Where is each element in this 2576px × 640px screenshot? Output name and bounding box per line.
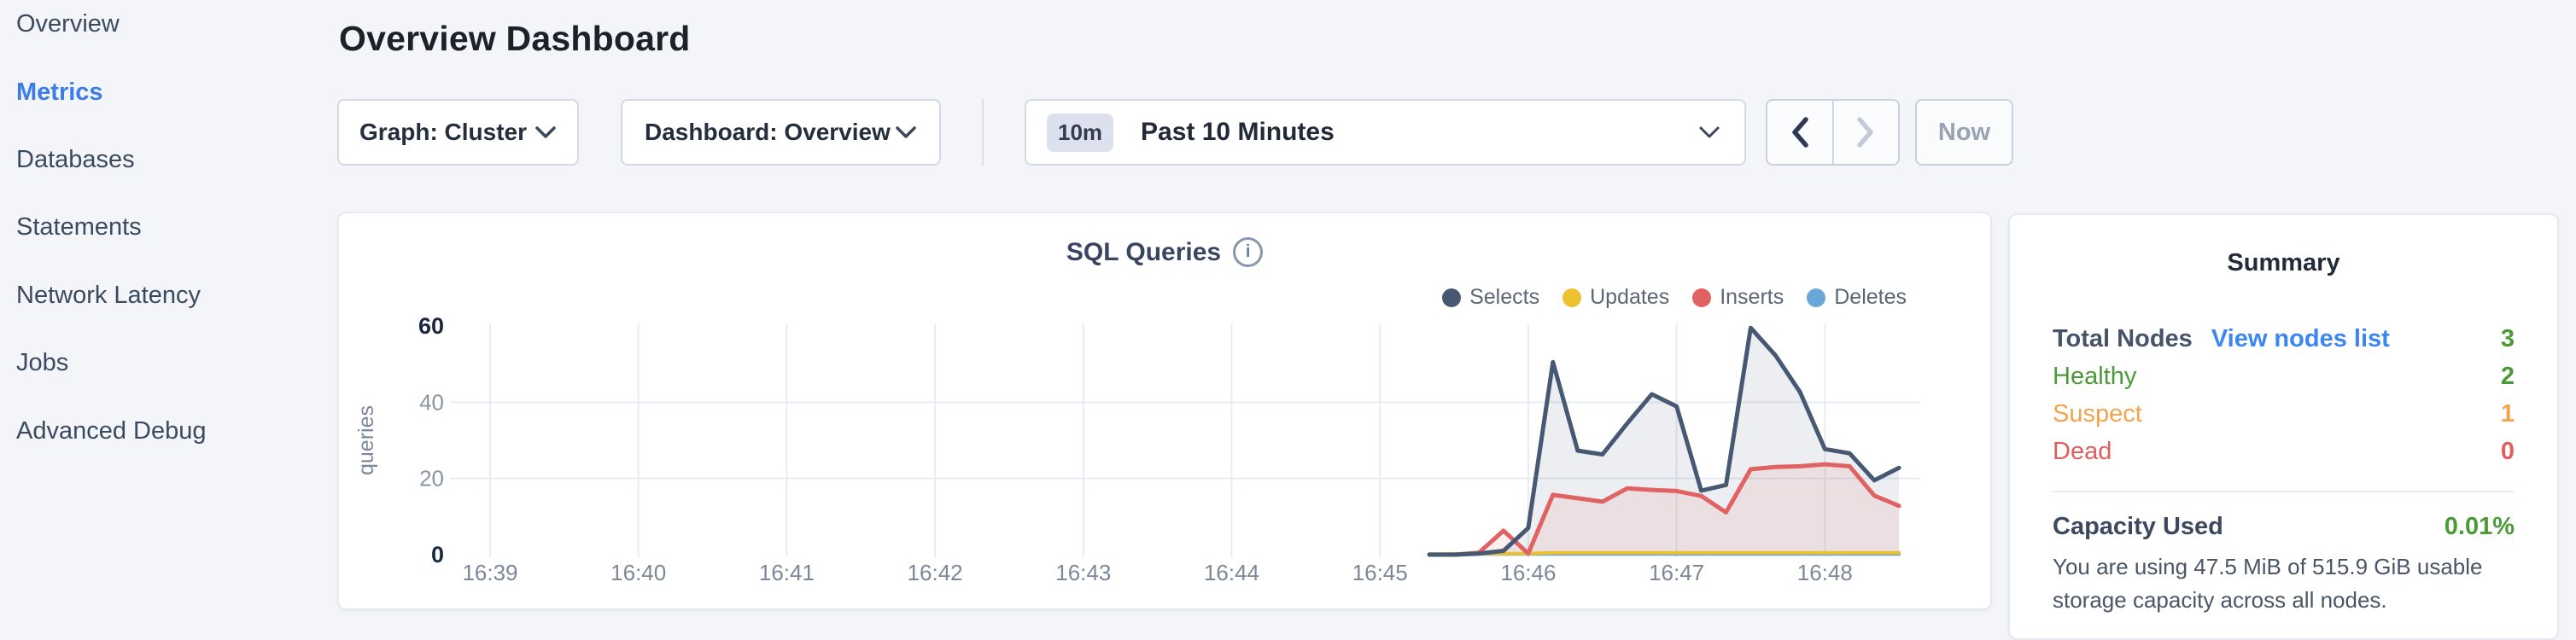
summary-row-value: 2	[2500, 362, 2515, 390]
sidebar-item-databases[interactable]: Databases	[16, 145, 135, 173]
svg-text:16:46: 16:46	[1500, 560, 1556, 585]
dashboard-dropdown-label: Dashboard: Overview	[645, 119, 891, 145]
summary-rows: Total Nodes View nodes list 3 Healthy 2 Suspe…	[2053, 320, 2515, 470]
legend-dot-icon	[1807, 288, 1826, 307]
legend-dot-icon	[1563, 288, 1582, 307]
svg-text:40: 40	[419, 389, 444, 415]
svg-text:60: 60	[418, 313, 444, 339]
legend-item-updates: Updates	[1563, 285, 1669, 310]
graph-dropdown[interactable]: Graph: Cluster	[337, 99, 579, 166]
summary-divider	[2053, 491, 2515, 492]
svg-text:20: 20	[419, 466, 444, 492]
sidebar-item-metrics[interactable]: Metrics	[16, 78, 103, 106]
info-icon[interactable]: i	[1233, 237, 1264, 267]
capacity-description: You are using 47.5 MiB of 515.9 GiB usab…	[2053, 554, 2483, 613]
time-prev-button[interactable]	[1767, 101, 1834, 164]
dashboard-dropdown[interactable]: Dashboard: Overview	[621, 99, 941, 166]
capacity-used-label: Capacity Used	[2053, 512, 2223, 540]
svg-text:16:42: 16:42	[908, 560, 963, 585]
sidebar-item-advanced-debug[interactable]: Advanced Debug	[16, 416, 207, 445]
legend-item-inserts: Inserts	[1692, 285, 1784, 310]
summary-row-label: Healthy	[2053, 362, 2137, 390]
capacity-used-value: 0.01%	[2444, 512, 2515, 540]
summary-row-value: 3	[2500, 324, 2515, 352]
chevron-down-icon	[1698, 125, 1720, 139]
svg-text:16:47: 16:47	[1649, 560, 1704, 585]
toolbar-divider	[982, 99, 984, 166]
chart-legend: Selects Updates Inserts Deletes	[1442, 285, 1907, 310]
time-range-selector[interactable]: 10m Past 10 Minutes	[1025, 99, 1746, 166]
svg-text:16:39: 16:39	[462, 560, 517, 585]
legend-dot-icon	[1442, 288, 1462, 307]
sidebar-item-overview[interactable]: Overview	[16, 10, 120, 38]
summary-row-dead: Dead 0	[2053, 433, 2515, 470]
svg-text:16:44: 16:44	[1204, 560, 1259, 585]
sidebar-item-network-latency[interactable]: Network Latency	[16, 281, 201, 309]
svg-text:16:40: 16:40	[610, 560, 666, 585]
svg-text:16:45: 16:45	[1352, 560, 1408, 585]
view-nodes-list-link[interactable]: View nodes list	[2211, 324, 2390, 352]
time-next-button[interactable]	[1834, 101, 1899, 164]
svg-text:16:41: 16:41	[759, 560, 815, 585]
capacity-row: Capacity Used 0.01%	[2053, 508, 2515, 545]
sql-queries-chart-card: SQL Queries i Selects Updates Inserts Delet…	[337, 212, 1992, 610]
svg-text:0: 0	[431, 542, 444, 567]
chevron-right-icon	[1857, 117, 1873, 148]
chart-title: SQL Queries	[1066, 237, 1222, 266]
time-pager	[1766, 99, 1900, 166]
chevron-down-icon	[896, 126, 916, 138]
legend-item-deletes: Deletes	[1807, 285, 1907, 310]
sidebar: Overview Metrics Databases Statements Networ…	[0, 0, 329, 623]
svg-text:16:43: 16:43	[1055, 560, 1111, 585]
chevron-down-icon	[535, 126, 556, 138]
svg-text:queries: queries	[354, 405, 378, 475]
chart-title-row: SQL Queries i	[339, 237, 1990, 267]
summary-row-suspect: Suspect 1	[2053, 395, 2515, 433]
summary-row-label: Dead	[2053, 437, 2112, 465]
sidebar-item-jobs[interactable]: Jobs	[16, 349, 69, 377]
legend-item-selects: Selects	[1442, 285, 1539, 310]
summary-row-label: Total Nodes	[2053, 324, 2193, 352]
summary-row-value: 1	[2500, 399, 2515, 428]
svg-text:16:48: 16:48	[1797, 560, 1853, 585]
graph-dropdown-label: Graph: Cluster	[359, 119, 528, 145]
time-range-label: Past 10 Minutes	[1141, 118, 1335, 146]
summary-row-healthy: Healthy 2	[2053, 358, 2515, 395]
sql-queries-plot[interactable]: 16:39 16:40 16:41 16:42 16:43 16:44 16:45 16:46…	[339, 213, 1994, 612]
summary-row-value: 0	[2500, 437, 2515, 465]
now-button[interactable]: Now	[1915, 99, 2013, 166]
sidebar-item-statements[interactable]: Statements	[16, 213, 142, 241]
time-range-badge: 10m	[1047, 113, 1114, 152]
summary-title: Summary	[2227, 249, 2340, 276]
summary-row-total-nodes: Total Nodes View nodes list 3	[2053, 320, 2515, 358]
page-title: Overview Dashboard	[339, 19, 691, 58]
summary-row-label: Suspect	[2053, 399, 2142, 428]
chevron-left-icon	[1792, 117, 1808, 148]
summary-panel: Summary Total Nodes View nodes list 3 Healt…	[2008, 213, 2559, 640]
legend-dot-icon	[1692, 288, 1712, 307]
